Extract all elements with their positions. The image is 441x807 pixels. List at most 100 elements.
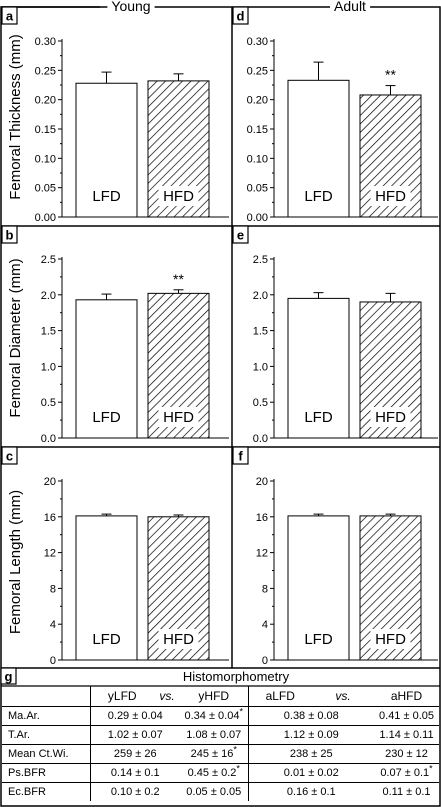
y-tick-label-b: 2.5: [41, 254, 56, 266]
y-tick-label-d: 0.10: [247, 153, 268, 165]
cell-yhfd: 1.08 ± 0.07: [180, 725, 249, 745]
bar-lfd-b: [75, 299, 138, 439]
y-tick-label-e: 1.5: [253, 326, 268, 338]
bar-label-bg-c: [158, 629, 199, 649]
table-title: Histomorphometry: [183, 669, 290, 684]
cell-ahfd: 0.07 ± 0.1*: [374, 763, 439, 783]
row-label-text: T.Ar.: [8, 729, 31, 741]
panel-letter-f: f: [238, 449, 243, 464]
cell-alfd: 0.16 ± 0.1: [248, 782, 374, 801]
y-tick-label-c: 16: [44, 512, 56, 524]
y-tick-label-c: 8: [50, 583, 56, 595]
cell-ahfd-text: 0.07 ± 0.1: [380, 767, 430, 779]
significance-star: *: [233, 744, 237, 755]
bar-label-c: HFD: [163, 631, 194, 648]
y-tick-label-a: 0.05: [35, 183, 56, 195]
y-tick-label-f: 4: [262, 619, 268, 631]
table-header-row: yLFD vs. yHFD aLFD vs. aHFD: [2, 686, 439, 707]
cell-ylfd: 259 ± 26: [90, 744, 180, 764]
cell-ylfd-text: 1.02 ± 0.07: [107, 729, 163, 741]
bar-label-e: LFD: [304, 409, 333, 426]
y-tick-label-d: 0.05: [247, 183, 268, 195]
panel-letter-box-c: [1, 446, 18, 465]
cell-ahfd-text: 1.14 ± 0.11: [379, 729, 434, 741]
column-header-adult-bg: [330, 0, 371, 14]
significance-mark-d: **: [385, 67, 396, 83]
cell-yhfd: 0.34 ± 0.04*: [180, 706, 249, 726]
header-ylfd: yLFD: [107, 689, 137, 703]
panel-letter-e: e: [237, 228, 244, 243]
cell-alfd-text: 0.16 ± 0.1: [286, 786, 336, 798]
significance-mark-b: **: [173, 271, 184, 287]
y-tick-label-d: 0.20: [247, 95, 268, 107]
panel-letter-box-g: [0, 667, 17, 685]
panel-letter-box-a: [1, 6, 18, 25]
cell-alfd-text: 0.38 ± 0.08: [283, 710, 339, 722]
histomorphometry-table: yLFD vs. yHFD aLFD vs. aHFD Ma.Ar. 0.29 ±…: [2, 686, 439, 801]
cell-ahfd-text: 0.41 ± 0.05: [379, 710, 434, 722]
cell-yhfd-text: 0.45 ± 0.2: [187, 767, 237, 779]
header-alfd: aLFD: [265, 689, 295, 703]
y-tick-label-f: 16: [256, 512, 268, 524]
cell-alfd: 0.38 ± 0.08: [248, 706, 374, 726]
panel-letter-b: b: [6, 228, 14, 243]
cell-yhfd: 0.45 ± 0.2*: [180, 763, 249, 783]
cell-ahfd: 230 ± 12: [374, 744, 439, 764]
cell-ylfd: 0.10 ± 0.2: [90, 782, 180, 801]
y-tick-label-c: 20: [44, 476, 56, 488]
y-tick-label-b: 0.5: [41, 397, 56, 409]
cell-ahfd-text: 230 ± 12: [385, 748, 428, 760]
y-tick-label-b: 2.0: [41, 290, 56, 302]
y-tick-label-e: 2.0: [253, 290, 268, 302]
bar-label-e: HFD: [375, 409, 406, 426]
y-tick-label-f: 8: [262, 583, 268, 595]
y-tick-label-e: 0.5: [253, 397, 268, 409]
panel-letter-box-b: [1, 225, 18, 244]
cell-alfd: 1.12 ± 0.09: [248, 725, 374, 745]
y-tick-label-f: 12: [256, 548, 268, 560]
row-label: Ec.BFR: [2, 782, 91, 801]
header-ahfd: aHFD: [390, 689, 423, 703]
bar-label-d: LFD: [304, 188, 333, 205]
cell-yhfd: 0.05 ± 0.05: [180, 782, 249, 801]
cell-yhfd-text: 0.05 ± 0.05: [186, 786, 242, 798]
panel-letter-box-f: [232, 446, 249, 465]
y-tick-label-c: 4: [50, 619, 56, 631]
row-label-text: Ps.BFR: [8, 767, 46, 779]
bar-label-bg-d: [370, 186, 411, 206]
row-label-text: Ma.Ar.: [8, 710, 40, 722]
cell-ylfd-text: 0.29 ± 0.04: [107, 710, 163, 722]
bar-label-b: LFD: [92, 409, 121, 426]
y-tick-label-b: 0.0: [41, 433, 56, 445]
cell-alfd: 238 ± 25: [248, 744, 374, 764]
y-tick-label-d: 0.15: [247, 124, 268, 136]
column-header-young: Young: [111, 0, 150, 14]
panel-letter-g: g: [5, 669, 13, 684]
column-header-young-bg: [107, 0, 155, 14]
cell-ylfd-text: 259 ± 26: [113, 748, 157, 760]
bar-label-bg-f: [370, 629, 411, 649]
bar-label-a: LFD: [92, 188, 121, 205]
cell-ylfd-text: 0.10 ± 0.2: [110, 786, 160, 798]
cell-yhfd: 245 ± 16*: [180, 744, 249, 764]
table-corner: [2, 686, 91, 707]
row-label: Mean Ct.Wi.: [2, 744, 91, 764]
significance-star: *: [239, 706, 243, 717]
table-row: Mean Ct.Wi. 259 ± 26 245 ± 16* 238 ± 25 230 …: [2, 744, 439, 764]
cell-yhfd-text: 0.34 ± 0.04: [184, 710, 240, 722]
ylabel-thickness: Femoral Thickness (mm): [7, 34, 24, 200]
cell-yhfd-text: 1.08 ± 0.07: [186, 729, 242, 741]
bar-label-f: HFD: [375, 631, 406, 648]
significance-star: *: [429, 763, 433, 774]
y-tick-label-c: 0: [50, 655, 56, 667]
cell-ylfd: 0.29 ± 0.04: [90, 706, 180, 726]
bar-label-bg-e: [370, 407, 411, 427]
bar-label-c: LFD: [92, 631, 121, 648]
y-tick-label-f: 20: [256, 476, 268, 488]
panel-letter-box-e: [232, 225, 249, 244]
cell-alfd-text: 238 ± 25: [289, 748, 333, 760]
y-tick-label-a: 0.15: [35, 124, 56, 136]
y-tick-label-a: 0.00: [35, 212, 56, 224]
